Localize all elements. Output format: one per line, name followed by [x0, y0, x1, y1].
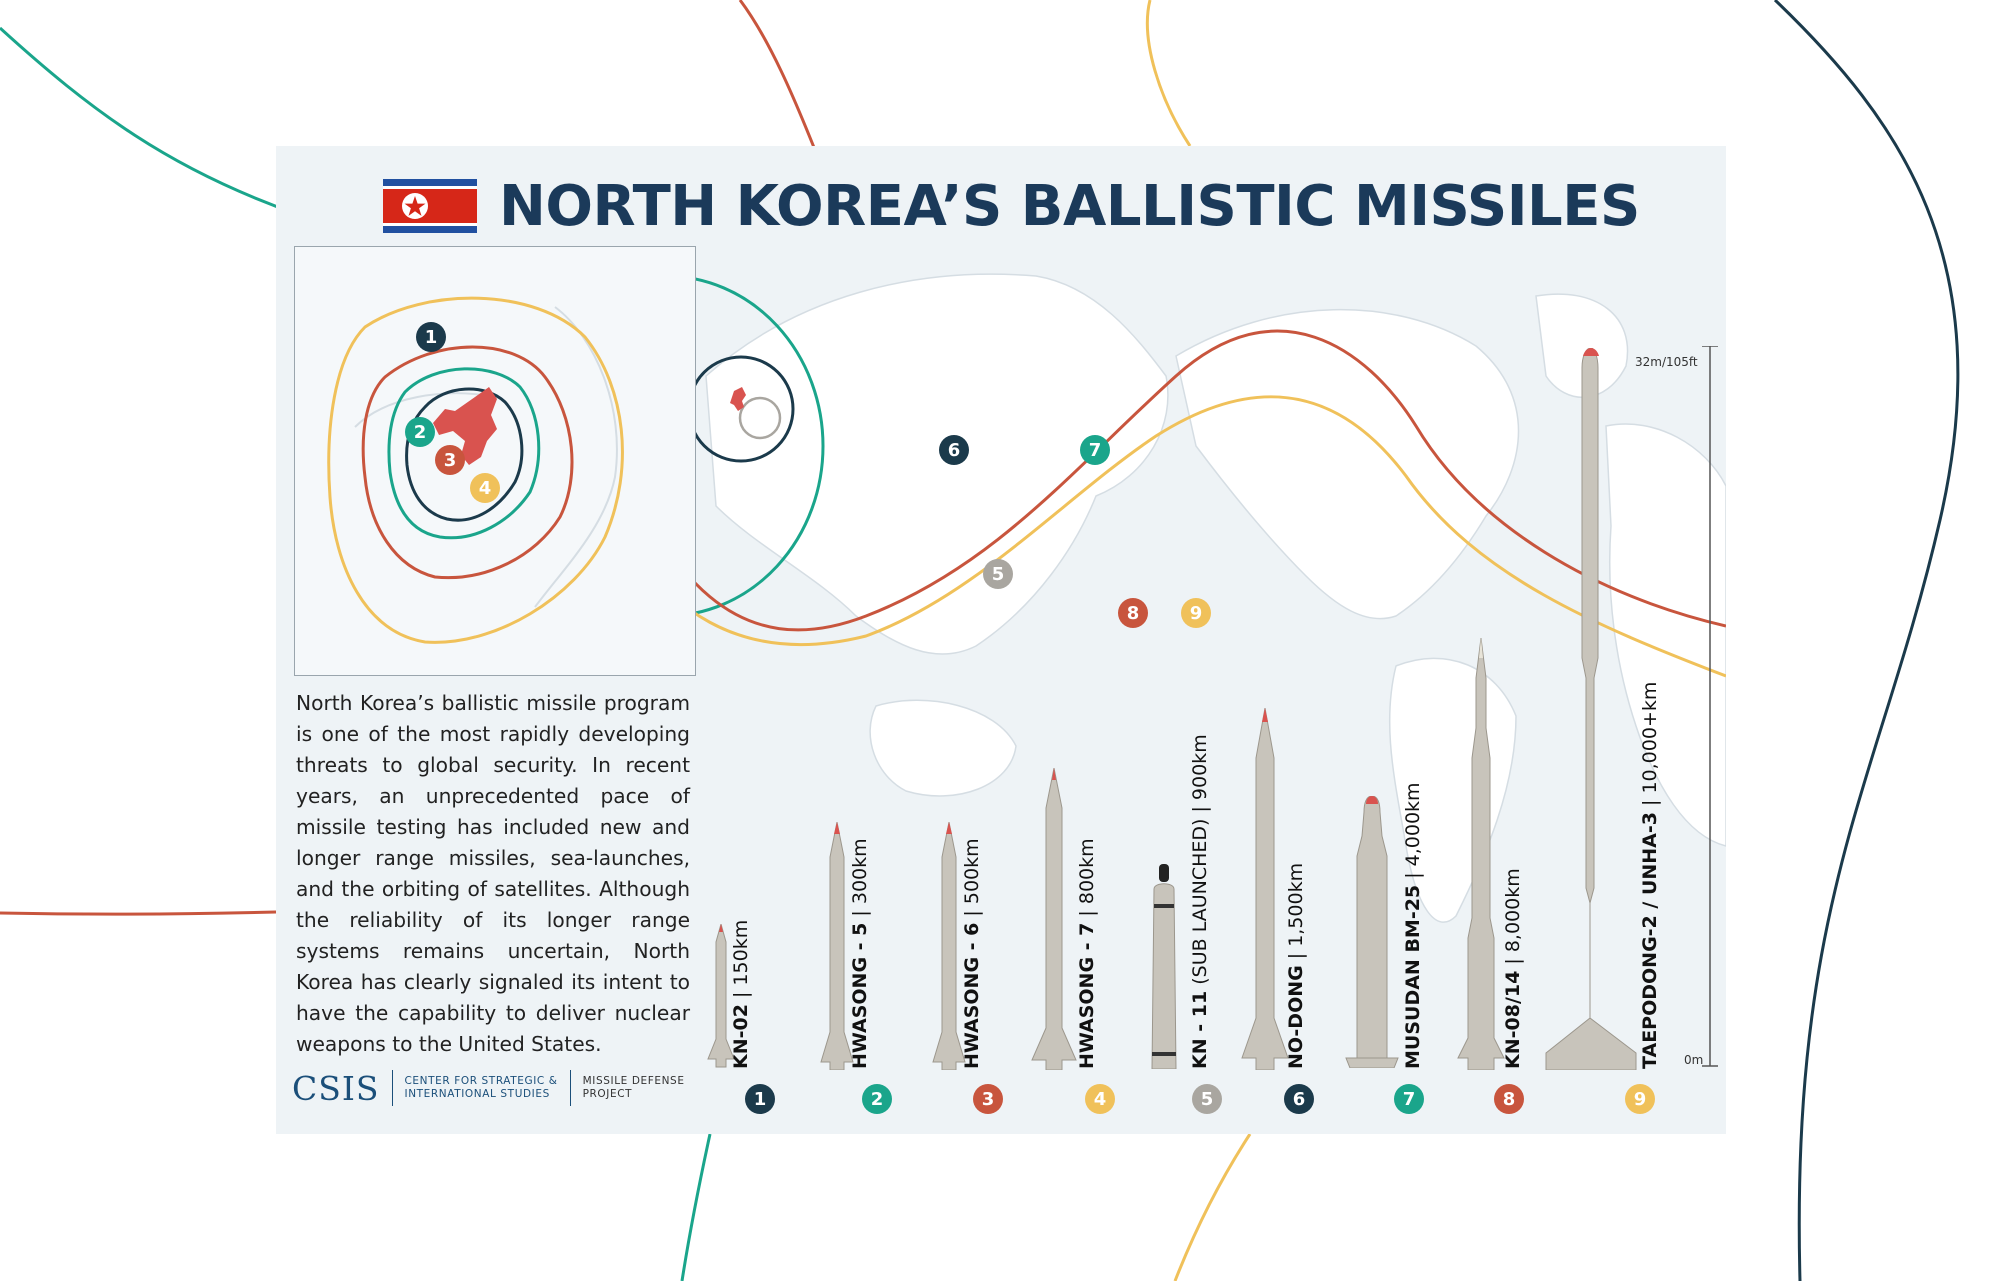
land-asia: [705, 273, 1169, 655]
map-badge-2: 2: [405, 417, 435, 447]
missile-kn-02: [707, 924, 735, 1068]
range-curve-9: [604, 395, 1726, 678]
missile-hwasong-5: [820, 822, 854, 1070]
height-scale-bar: [1702, 346, 1718, 1067]
missile-label-8: KN-08/14 | 8,000km: [1502, 868, 1524, 1069]
bg-red-curve-left: [0, 910, 277, 916]
missile-badge-1: 1: [745, 1084, 775, 1114]
map-badge-1: 1: [416, 322, 446, 352]
logo-divider-2: [569, 1070, 571, 1106]
map-badge-9: 9: [1181, 598, 1211, 628]
logo-project-name: MISSILE DEFENSE PROJECT: [583, 1075, 685, 1101]
missile-badge-3: 3: [973, 1084, 1003, 1114]
inset-range-ring-1: [405, 387, 524, 522]
logo-org-name: CENTER FOR STRATEGIC & INTERNATIONAL STU…: [405, 1075, 558, 1101]
logo-csis-text: CSIS: [292, 1068, 380, 1108]
range-ring-5: [738, 396, 782, 440]
missile-badge-5: 5: [1192, 1084, 1222, 1114]
missile-kn-11: [1151, 864, 1177, 1069]
missile-label-9: TAEPODONG-2 / UNHA-3 | 10,000+km: [1639, 681, 1661, 1069]
map-badge-4: 4: [470, 473, 500, 503]
description-paragraph: North Korea’s ballistic missile program …: [296, 691, 690, 1056]
missile-label-6: NO-DONG | 1,500km: [1285, 862, 1307, 1069]
missile-taepodong-2: [1545, 348, 1637, 1070]
map-badge-7: 7: [1080, 435, 1110, 465]
missile-label-1: KN-02 | 150km: [730, 919, 752, 1069]
land-australia: [869, 699, 1017, 797]
header: NORTH KOREA’S BALLISTIC MISSILES: [383, 166, 1640, 246]
logo-org-line1: CENTER FOR STRATEGIC &: [404, 1075, 558, 1087]
missile-label-5: KN - 11 (SUB LAUNCHED) | 900km: [1189, 734, 1211, 1069]
missile-musudan-bm-25: [1345, 796, 1399, 1068]
missile-badge-8: 8: [1494, 1084, 1524, 1114]
missile-label-7: MUSUDAN BM-25 | 4,000km: [1402, 782, 1424, 1069]
missile-hwasong-7: [1031, 768, 1077, 1070]
land-masses: [705, 273, 1726, 923]
map-badge-5: 5: [983, 559, 1013, 589]
inset-land: [295, 247, 695, 675]
csis-logo: CSIS CENTER FOR STRATEGIC & INTERNATIONA…: [292, 1068, 685, 1108]
inset-map: [294, 246, 696, 676]
missile-badge-2: 2: [862, 1084, 892, 1114]
inset-range-ring-4: [327, 296, 624, 644]
bg-red-curve-top: [738, 0, 817, 151]
logo-divider: [391, 1070, 393, 1106]
bg-yellow-curve-bottom: [1173, 1133, 1252, 1281]
map-badge-8: 8: [1118, 598, 1148, 628]
map-badge-6: 6: [939, 435, 969, 465]
land-north-america: [1175, 308, 1520, 620]
map-badge-3: 3: [435, 445, 465, 475]
bg-teal-curve: [0, 26, 301, 217]
north-korea-shape: [433, 387, 497, 465]
land-europe-africa: [1605, 423, 1726, 847]
missile-no-dong: [1241, 708, 1289, 1070]
page-title: NORTH KOREA’S BALLISTIC MISSILES: [499, 173, 1640, 239]
missile-kn-08-14: [1457, 638, 1505, 1070]
bg-yellow-curve-top: [1145, 0, 1192, 147]
missile-label-2: HWASONG - 5 | 300km: [849, 838, 871, 1069]
missile-badge-4: 4: [1085, 1084, 1115, 1114]
missile-badge-9: 9: [1625, 1084, 1655, 1114]
inset-range-ring-2: [387, 367, 541, 540]
inset-range-ring-3: [361, 345, 574, 580]
bg-teal-curve-bottom: [680, 1133, 712, 1281]
missile-label-4: HWASONG - 7 | 800km: [1076, 838, 1098, 1069]
logo-project-line2: PROJECT: [582, 1088, 633, 1100]
scale-top-label: 32m/105ft: [1635, 355, 1698, 369]
missile-badge-7: 7: [1394, 1084, 1424, 1114]
scale-bottom-label: 0m: [1684, 1053, 1704, 1067]
infographic-card: NORTH KOREA’S BALLISTIC MISSILES North K…: [276, 146, 1726, 1134]
missile-hwasong-6: [932, 822, 966, 1070]
range-curve-8: [604, 329, 1726, 632]
logo-org-line2: INTERNATIONAL STUDIES: [404, 1088, 550, 1100]
land-greenland: [1535, 293, 1629, 399]
north-korea-flag-icon: [383, 179, 477, 233]
missile-badge-6: 6: [1284, 1084, 1314, 1114]
missile-label-3: HWASONG - 6 | 500km: [961, 838, 983, 1069]
north-korea-shape-small: [730, 387, 746, 411]
logo-project-line1: MISSILE DEFENSE: [582, 1075, 685, 1087]
bg-navy-curve: [1773, 0, 1960, 1281]
